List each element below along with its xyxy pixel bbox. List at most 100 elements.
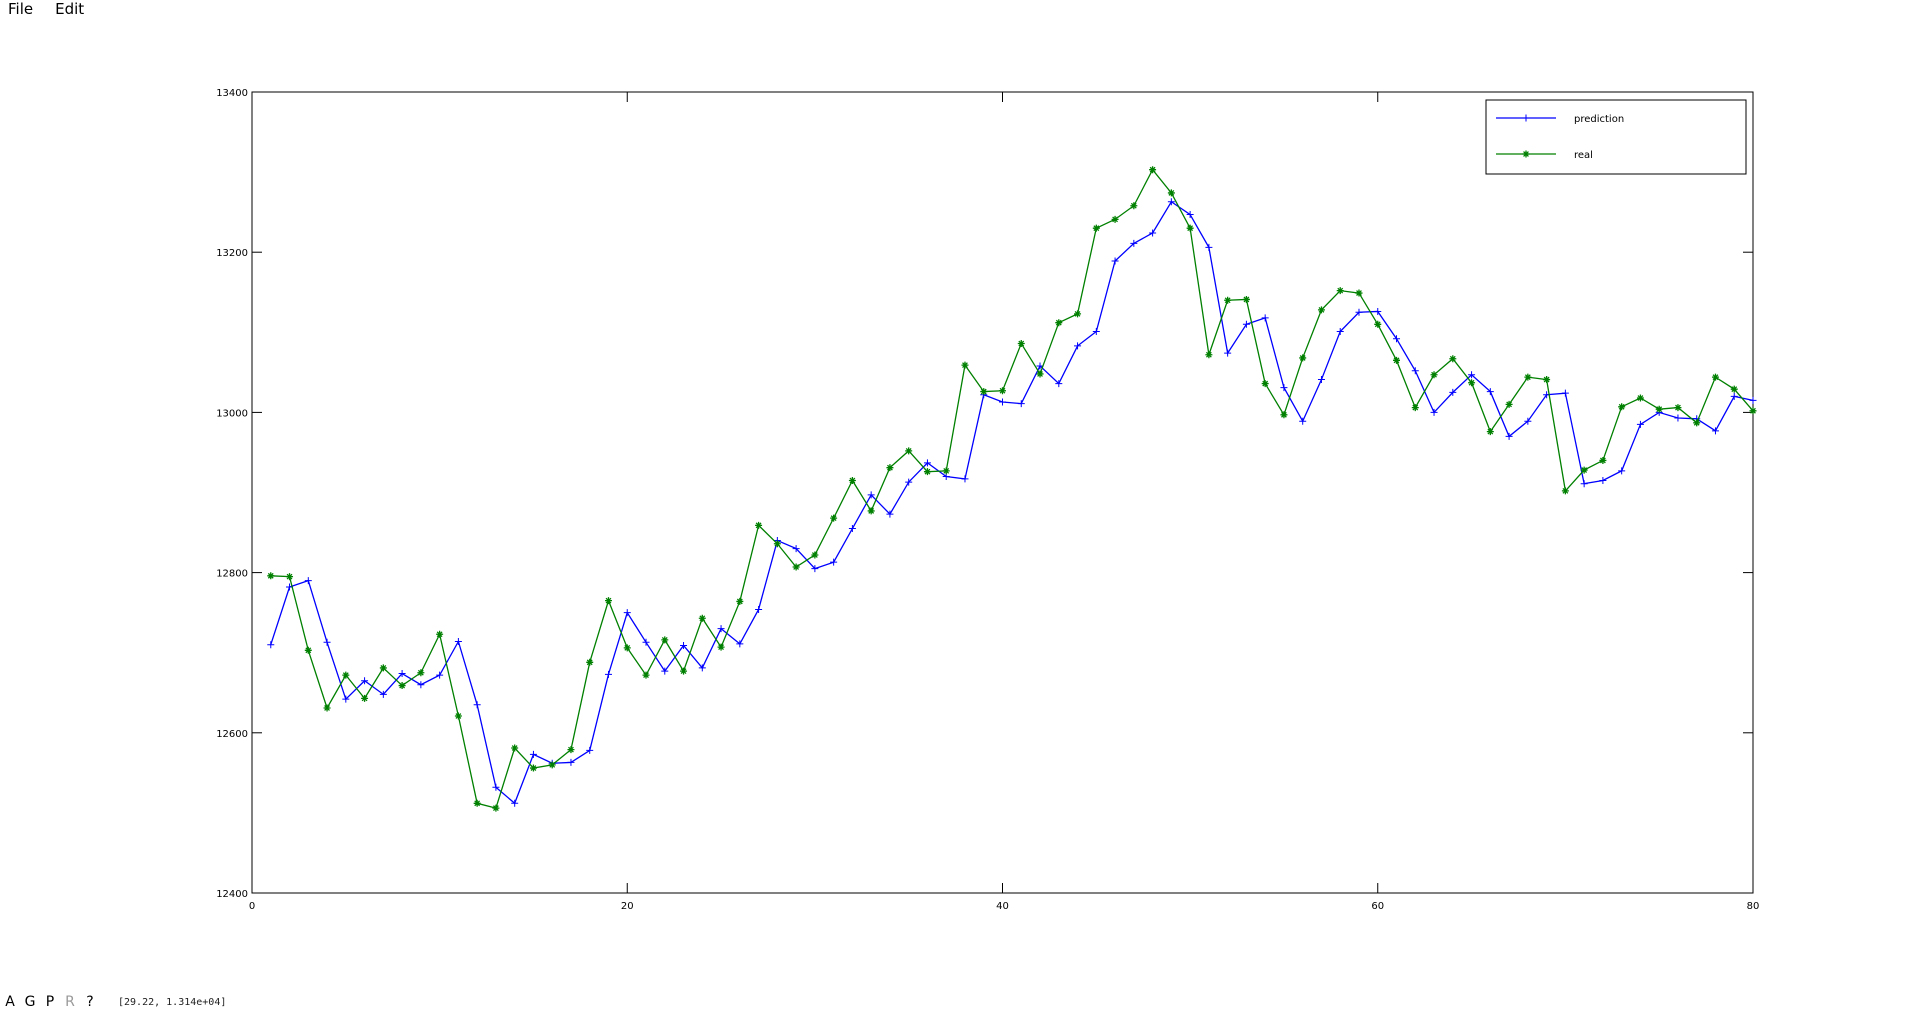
prediction-point — [567, 758, 575, 766]
real-point — [1561, 487, 1569, 495]
prediction-point — [1711, 427, 1719, 435]
real-point — [1261, 380, 1269, 388]
prediction-point — [830, 558, 838, 566]
real-point — [1411, 404, 1419, 412]
prediction-point — [398, 670, 406, 678]
menu-bar: File Edit — [0, 0, 98, 22]
real-point — [1486, 428, 1494, 436]
real-point — [1017, 340, 1025, 348]
real-point — [1111, 215, 1119, 223]
prediction-point — [1092, 327, 1100, 335]
real-point — [980, 388, 988, 396]
real-line — [270, 168, 1754, 809]
prediction-point — [529, 750, 537, 758]
real-point — [398, 682, 406, 690]
real-point — [1524, 373, 1532, 381]
real-point — [1186, 224, 1194, 232]
real-point — [304, 646, 312, 654]
real-point — [1130, 202, 1138, 210]
legend-label-real: real — [1574, 150, 1593, 161]
real-point — [811, 551, 819, 559]
x-tick-label: 20 — [621, 901, 634, 912]
real-point — [1449, 355, 1457, 363]
prediction-point — [1242, 320, 1250, 328]
real-point — [286, 573, 294, 581]
real-point — [342, 671, 350, 679]
prediction-point — [961, 475, 969, 483]
prediction-point — [1374, 307, 1382, 315]
prediction-point — [755, 605, 763, 613]
real-point — [1280, 411, 1288, 419]
prediction-point — [811, 565, 819, 573]
real-point — [1242, 295, 1250, 303]
real-point — [1149, 166, 1157, 174]
prediction-point — [361, 677, 369, 685]
real-point — [1299, 354, 1307, 362]
legend: prediction real — [1485, 99, 1747, 175]
prediction-point — [1111, 257, 1119, 265]
prediction-point — [717, 625, 725, 633]
real-point — [1711, 373, 1719, 381]
prediction-point — [999, 398, 1006, 406]
prediction-point — [492, 783, 500, 791]
prediction-point — [454, 637, 462, 645]
x-tick-label: 80 — [1747, 901, 1760, 912]
rotate-button[interactable]: R — [65, 994, 75, 1010]
real-point — [923, 468, 931, 476]
real-point — [661, 636, 669, 644]
y-tick-label: 13400 — [216, 88, 248, 99]
real-point — [361, 694, 369, 702]
real-point — [623, 644, 631, 652]
real-point — [717, 643, 725, 651]
pan-button[interactable]: P — [45, 994, 55, 1010]
prediction-point — [1280, 384, 1288, 392]
status-bar: A G P R ? [29.22, 1.314e+04] — [0, 990, 1920, 1014]
series-prediction — [267, 198, 1757, 807]
legend-marker-prediction — [1522, 114, 1530, 122]
real-point — [511, 744, 519, 752]
prediction-point — [1317, 376, 1325, 384]
real-point — [1618, 403, 1626, 411]
real-point — [867, 507, 875, 515]
y-tick-label: 12800 — [216, 569, 248, 580]
real-point — [1580, 466, 1588, 474]
prediction-point — [1730, 392, 1738, 400]
real-point — [1374, 320, 1382, 328]
real-point — [436, 630, 444, 638]
prediction-point — [1505, 432, 1513, 440]
real-point — [1655, 405, 1663, 413]
real-point — [1336, 287, 1344, 295]
x-tick-label: 40 — [996, 901, 1009, 912]
prediction-point — [323, 638, 331, 646]
real-point — [1092, 224, 1100, 232]
real-point — [1430, 371, 1438, 379]
real-point — [1674, 404, 1682, 412]
real-point — [848, 476, 856, 484]
real-point — [1317, 306, 1325, 314]
prediction-point — [1449, 388, 1457, 396]
y-tick-label: 13000 — [216, 408, 248, 419]
grid-toggle-button[interactable]: G — [24, 994, 36, 1010]
prediction-point — [586, 746, 594, 754]
prediction-point — [1336, 327, 1344, 335]
edit-menu[interactable]: Edit — [55, 0, 85, 18]
real-point — [773, 540, 781, 548]
real-point — [1167, 189, 1175, 197]
real-point — [473, 799, 481, 807]
real-point — [1224, 296, 1232, 304]
real-point — [942, 467, 950, 475]
real-point — [604, 597, 612, 605]
prediction-point — [1261, 314, 1269, 322]
legend-label-prediction: prediction — [1574, 114, 1624, 125]
prediction-point — [1074, 342, 1082, 350]
autoscale-button[interactable]: A — [5, 994, 15, 1010]
prediction-point — [1749, 396, 1757, 404]
file-menu[interactable]: File — [8, 0, 34, 18]
real-point — [1355, 289, 1363, 297]
prediction-point — [473, 701, 481, 709]
prediction-point — [1524, 417, 1532, 425]
prediction-point — [1299, 417, 1307, 425]
help-button[interactable]: ? — [86, 994, 94, 1010]
prediction-point — [698, 664, 706, 672]
